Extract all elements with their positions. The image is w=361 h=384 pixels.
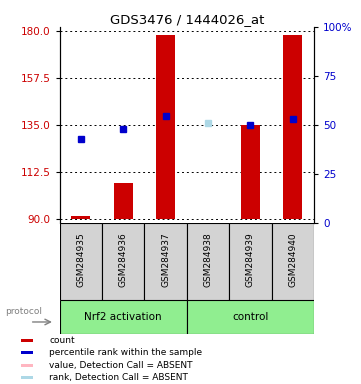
Text: GSM284935: GSM284935: [76, 232, 85, 287]
Text: GSM284937: GSM284937: [161, 232, 170, 287]
Text: count: count: [49, 336, 75, 345]
Title: GDS3476 / 1444026_at: GDS3476 / 1444026_at: [110, 13, 264, 26]
Text: GSM284939: GSM284939: [246, 232, 255, 287]
Bar: [114, 183, 133, 218]
Bar: [102, 223, 144, 300]
Bar: [60, 300, 187, 334]
Bar: [21, 364, 33, 367]
Text: control: control: [232, 312, 269, 322]
Text: value, Detection Call = ABSENT: value, Detection Call = ABSENT: [49, 361, 193, 370]
Bar: [21, 376, 33, 379]
Bar: [283, 35, 303, 218]
Bar: [21, 339, 33, 342]
Bar: [272, 223, 314, 300]
Text: Nrf2 activation: Nrf2 activation: [84, 312, 162, 322]
Bar: [71, 217, 90, 218]
Text: GSM284936: GSM284936: [119, 232, 128, 287]
Bar: [156, 35, 175, 218]
Text: GSM284940: GSM284940: [288, 232, 297, 287]
Bar: [21, 351, 33, 354]
Bar: [241, 125, 260, 218]
Text: rank, Detection Call = ABSENT: rank, Detection Call = ABSENT: [49, 373, 188, 382]
Bar: [60, 223, 102, 300]
Bar: [144, 223, 187, 300]
Text: protocol: protocol: [5, 307, 42, 316]
Bar: [187, 223, 229, 300]
Text: percentile rank within the sample: percentile rank within the sample: [49, 348, 202, 357]
Bar: [229, 223, 271, 300]
Text: GSM284938: GSM284938: [204, 232, 213, 287]
Bar: [187, 300, 314, 334]
